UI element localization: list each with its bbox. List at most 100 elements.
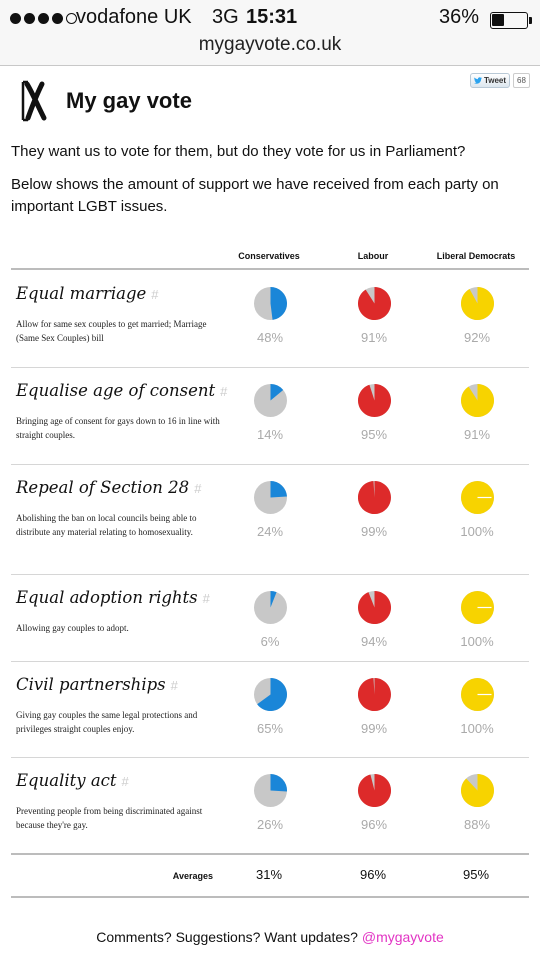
support-percent-conservatives: 48% (256, 330, 284, 345)
column-header-liberal-democrats: Liberal Democrats (436, 251, 516, 261)
issue-title-text: Equal adoption rights (16, 588, 198, 607)
signal-strength-icon (10, 13, 77, 24)
issue-row: Equalise age of consent # Bringing age of … (0, 367, 540, 464)
tweet-label: Tweet (483, 76, 507, 85)
issue-description: Abolishing the ban on local councils bei… (16, 513, 197, 537)
support-percent-labour: 99% (360, 524, 388, 539)
pie-slice (270, 591, 277, 608)
pie-chart-labour (357, 678, 391, 711)
battery-icon (490, 12, 528, 29)
pie-chart-labour (357, 287, 391, 320)
pie-slice (270, 774, 287, 792)
pie-slice (256, 678, 287, 711)
pie-chart-conservatives (253, 678, 287, 711)
pie-slice (357, 287, 391, 320)
issue-description: Bringing age of consent for gays down to… (16, 416, 220, 440)
ios-status-bar: vodafone UK 3G 15:31 36% mygayvote.co.uk (0, 0, 540, 66)
battery-percent: 36% (439, 6, 480, 28)
footer-text: Comments? Suggestions? Want updates? @my… (0, 929, 540, 945)
signal-dot (52, 13, 63, 24)
issue-title: Equal adoption rights # (16, 588, 210, 607)
pie-chart-conservatives (253, 591, 287, 624)
pie-chart-conservatives (253, 384, 287, 417)
issue-title-text: Equal marriage (16, 284, 147, 303)
permalink-hash-link[interactable]: # (170, 678, 178, 693)
issue-title: Equalise age of consent # (16, 381, 227, 400)
support-percent-liberal-democrats: 100% (460, 721, 494, 736)
pie-chart-liberal-democrats (460, 287, 494, 320)
pie-chart-labour (357, 774, 391, 807)
issue-row: Equal adoption rights # Allowing gay coupl… (0, 574, 540, 661)
issue-description: Giving gay couples the same legal protec… (16, 710, 198, 734)
support-percent-liberal-democrats: 92% (463, 330, 491, 345)
pie-chart-labour (357, 481, 391, 514)
pie-slice (357, 678, 391, 711)
averages-label: Averages (172, 871, 213, 881)
support-percent-conservatives: 24% (256, 524, 284, 539)
issue-title-text: Equalise age of consent (16, 381, 216, 400)
pie-slice (270, 384, 283, 401)
table-footer-divider (11, 853, 529, 855)
column-header-labour: Labour (357, 251, 389, 261)
signal-dot (66, 13, 77, 24)
signal-dot (24, 13, 35, 24)
address-bar-url[interactable]: mygayvote.co.uk (198, 34, 342, 55)
row-divider (11, 757, 529, 758)
intro-description: Below shows the amount of support we hav… (11, 176, 499, 215)
issue-row: Repeal of Section 28 # Abolishing the ban … (0, 464, 540, 574)
footer-message: Comments? Suggestions? Want updates? (96, 929, 358, 945)
average-labour: 96% (359, 867, 387, 882)
column-header-conservatives: Conservatives (238, 251, 300, 261)
twitter-handle-link[interactable]: @mygayvote (361, 929, 444, 945)
pie-slice (460, 774, 494, 807)
support-percent-liberal-democrats: 100% (460, 634, 494, 649)
row-divider (11, 661, 529, 662)
support-percent-labour: 99% (360, 721, 388, 736)
pie-slice (270, 481, 287, 498)
permalink-hash-link[interactable]: # (194, 481, 202, 496)
network-type: 3G (212, 6, 239, 28)
tweet-button[interactable]: Tweet (470, 73, 510, 88)
support-percent-labour: 94% (360, 634, 388, 649)
carrier-name: vodafone UK (76, 6, 192, 28)
issue-row: Equal marriage # Allow for same sex couple… (0, 270, 540, 367)
permalink-hash-link[interactable]: # (151, 287, 159, 302)
pie-slice (357, 481, 391, 514)
support-percent-liberal-democrats: 91% (463, 427, 491, 442)
issue-title-text: Equality act (16, 771, 117, 790)
pie-slice (460, 287, 494, 320)
signal-dot (10, 13, 21, 24)
issue-title: Equal marriage # (16, 284, 159, 303)
average-conservatives: 31% (255, 867, 283, 882)
issue-title-text: Repeal of Section 28 (16, 478, 190, 497)
table-header-divider (11, 268, 529, 270)
pie-slice (270, 287, 287, 320)
permalink-hash-link[interactable]: # (121, 774, 129, 789)
row-divider (11, 367, 529, 368)
issue-title: Equality act # (16, 771, 129, 790)
row-divider (11, 574, 529, 575)
pie-chart-conservatives (253, 481, 287, 514)
twitter-bird-icon (473, 77, 482, 84)
tweet-count: 68 (513, 73, 530, 88)
battery-nub (529, 17, 532, 24)
support-percent-liberal-democrats: 100% (460, 524, 494, 539)
issue-title-text: Civil partnerships (16, 675, 166, 694)
support-percent-labour: 96% (360, 817, 388, 832)
support-percent-labour: 95% (360, 427, 388, 442)
issue-title: Repeal of Section 28 # (16, 478, 201, 497)
status-row: vodafone UK 3G 15:31 36% (0, 4, 540, 32)
support-percent-liberal-democrats: 88% (463, 817, 491, 832)
support-percent-conservatives: 6% (260, 634, 280, 649)
ballot-x-logo-icon (21, 80, 47, 122)
support-percent-conservatives: 26% (256, 817, 284, 832)
issue-description: Allow for same sex couples to get marrie… (16, 319, 207, 343)
pie-chart-labour (357, 591, 391, 624)
signal-dot (38, 13, 49, 24)
pie-chart-liberal-democrats (460, 384, 494, 417)
pie-chart-conservatives (253, 774, 287, 807)
permalink-hash-link[interactable]: # (202, 591, 210, 606)
permalink-hash-link[interactable]: # (220, 384, 228, 399)
pie-chart-labour (357, 384, 391, 417)
pie-chart-liberal-democrats (460, 481, 494, 514)
